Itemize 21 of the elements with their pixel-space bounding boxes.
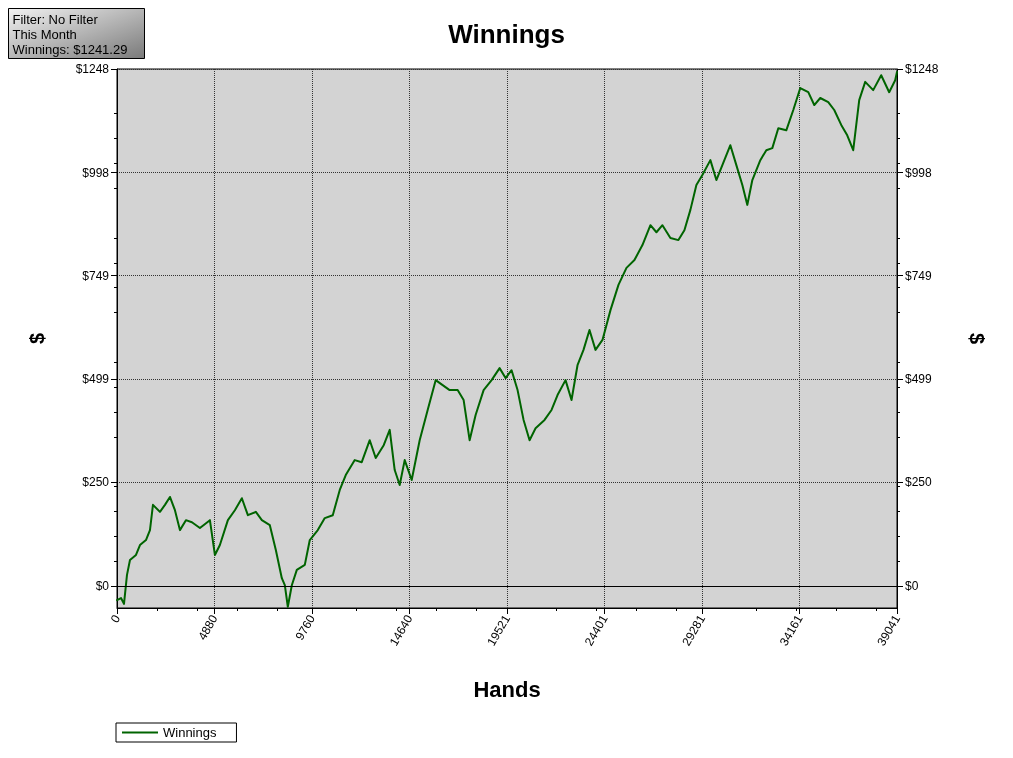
y-tick-label: $499 (82, 372, 110, 387)
y-tick-label: $1248 (75, 62, 110, 76)
legend-label: Winnings (163, 725, 217, 740)
y-tick-label: $0 (95, 579, 110, 594)
y-tick-label: $998 (82, 165, 110, 180)
chart-title: Winnings (448, 19, 565, 49)
y-axis-title: $ (26, 332, 48, 345)
text: This Month (12, 26, 77, 42)
y2-tick-label: $1248 (905, 62, 939, 76)
text: Filter: No Filter (12, 11, 99, 27)
y2-tick-label: $250 (905, 475, 933, 490)
y-tick-label: $749 (82, 268, 110, 283)
y2-tick-label: $998 (905, 165, 933, 180)
x-axis-title: Hands (473, 676, 541, 702)
y2-tick-label: $0 (905, 579, 919, 594)
x-tick-label: 0 (107, 612, 124, 626)
y2-tick-label: $499 (905, 372, 933, 387)
y2-axis-title: $ (966, 332, 988, 345)
text: Winnings: $1241.29 (12, 41, 128, 57)
y2-tick-label: $749 (905, 268, 933, 283)
y-tick-label: $250 (82, 475, 110, 490)
